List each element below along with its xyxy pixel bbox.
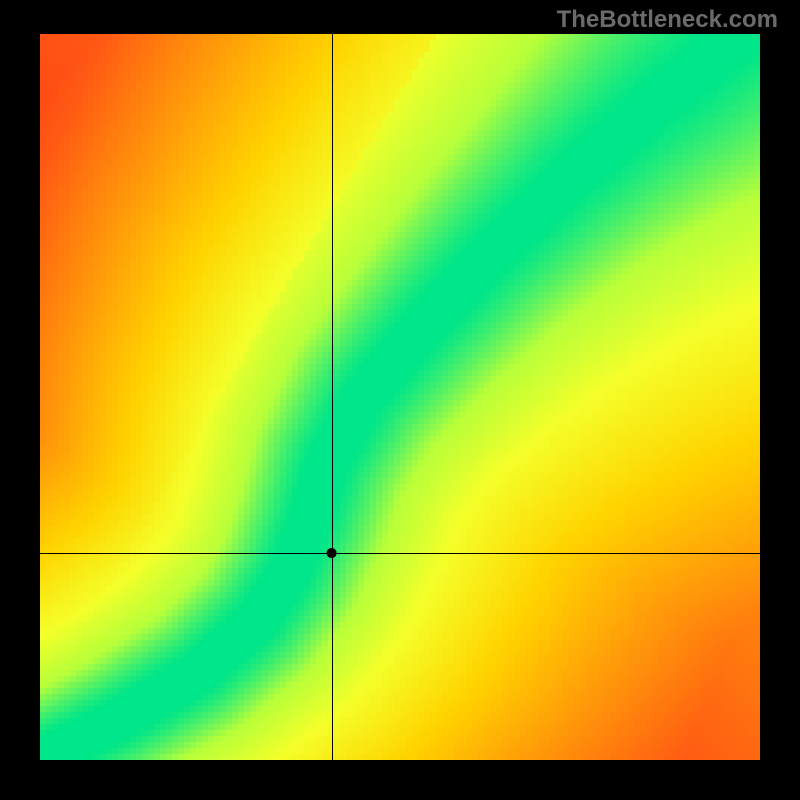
bottleneck-heatmap: [0, 0, 800, 800]
chart-stage: TheBottleneck.com: [0, 0, 800, 800]
